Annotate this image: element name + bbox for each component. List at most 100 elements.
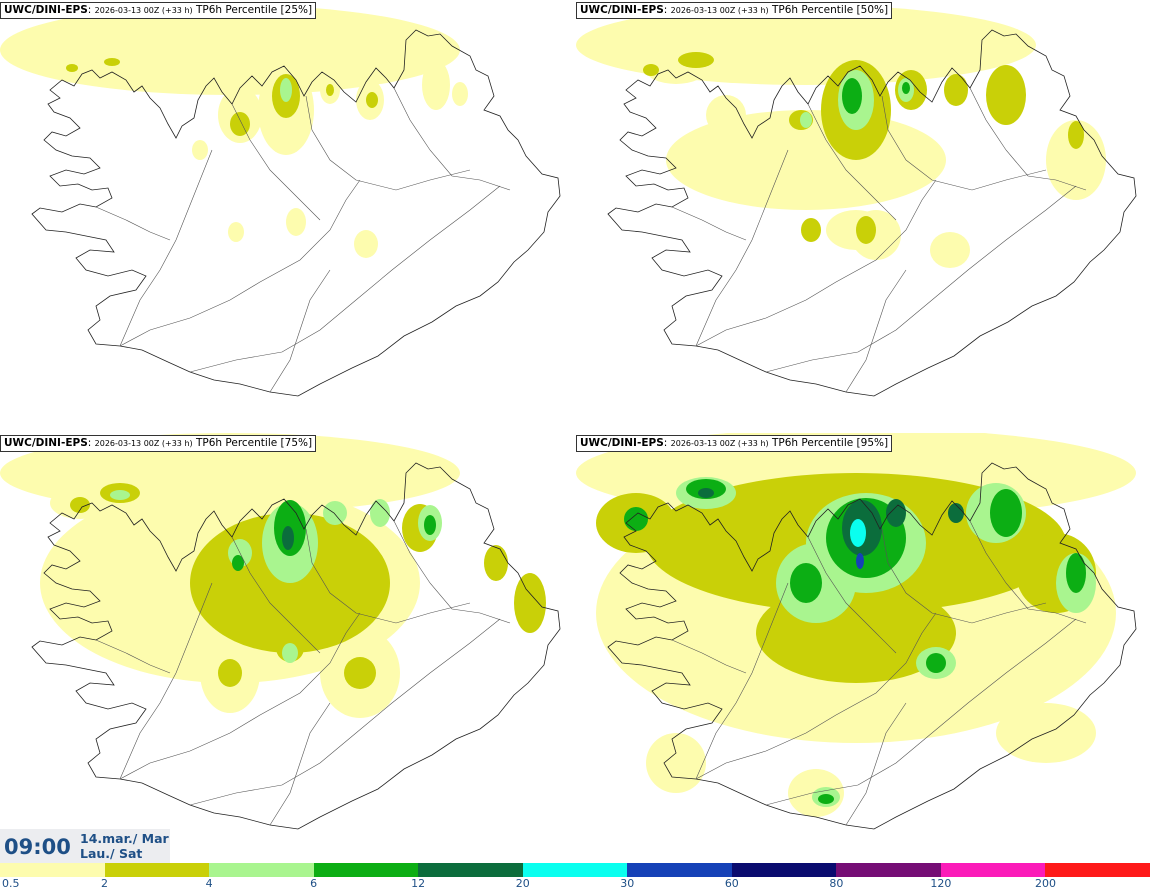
precip-contour [370,499,390,527]
colorbar-segment [104,863,210,877]
road-line [269,702,331,826]
precip-map-p95 [576,433,1137,830]
road-line [845,269,907,393]
colorbar-tick-label: 60 [724,877,739,890]
road-line [231,536,321,654]
colorbar-tick-label: 120 [930,877,952,890]
road-line [807,536,897,654]
colorbar-tick-label: 200 [1034,877,1056,890]
precip-contour [280,78,292,102]
precip-contour [104,58,120,66]
precip-contour [286,208,306,236]
precip-contour [1068,121,1084,149]
coastline [607,462,1137,830]
valid-time: 09:00 [4,835,71,859]
colorbar-labels: 0.5 2 4 6 12 20 30 60 80 120 200 [0,877,1150,891]
precip-contour [926,653,946,673]
precip-contour [1046,120,1106,200]
road-line [189,185,501,373]
road-line [231,103,321,221]
road-line [189,618,501,806]
road-line [695,612,937,780]
precip-contour [230,112,250,136]
precip-contour [282,643,298,663]
coastline [31,462,561,830]
precip-contour [354,230,378,258]
precip-contour [422,60,450,110]
road-line [881,528,1047,624]
precip-contour [282,526,294,550]
coastline [31,29,561,397]
precip-map-p50 [576,5,1137,397]
panel-title: UWC/DINI-EPS: 2026-03-13 00Z (+33 h) TP6… [576,2,893,19]
precip-contour [646,733,706,793]
panel-title: UWC/DINI-EPS: 2026-03-13 00Z (+33 h) TP6… [576,435,893,452]
colorbar-segment [0,863,105,877]
precip-contour [902,82,910,94]
precip-map-p25 [0,5,561,397]
precip-contour [0,5,460,95]
precip-field [576,433,1136,817]
colorbar-segment [313,863,419,877]
colorbar-tick-label: 20 [515,877,530,890]
colorbar [0,863,1150,877]
precip-contour [698,488,714,498]
precip-contour [842,78,862,114]
road-line [765,618,1077,806]
precip-contour [790,563,822,603]
colorbar-tick-label: 6 [310,877,318,890]
road-line [695,582,789,780]
precip-contour [930,232,970,268]
road-line [765,185,1077,373]
colorbar-segment [522,863,628,877]
road-line [393,520,511,624]
precip-contour [424,515,436,535]
precip-contour [110,490,130,500]
precip-contour [643,64,659,76]
map-panel-p75: UWC/DINI-EPS: 2026-03-13 00Z (+33 h) TP6… [0,433,573,861]
precip-contour [850,519,866,547]
precip-contour [990,489,1022,537]
road-line [393,87,511,191]
road-line [305,95,471,191]
valid-date: 14.mar./ Mar Lau./ Sat [80,831,169,861]
colorbar-segment [418,863,523,877]
precip-contour [326,84,334,96]
precip-contour [801,218,821,242]
precip-field [0,5,468,258]
colorbar-segment [627,863,732,877]
panel-title: UWC/DINI-EPS: 2026-03-13 00Z (+33 h) TP6… [0,435,317,452]
precip-contour [624,507,648,531]
precip-field [0,433,546,718]
road-line [119,582,213,780]
road-line [671,639,747,674]
coastline [607,29,1137,397]
precip-field [576,5,1106,268]
colorbar-tick-label: 2 [101,877,109,890]
precip-contour [70,497,90,513]
colorbar-tick-label: 80 [829,877,844,890]
road-line [119,149,213,347]
precip-contour [366,92,378,108]
road-line [119,612,361,780]
colorbar-tick-label: 12 [411,877,426,890]
precip-contour [886,499,906,527]
precip-contour [218,659,242,687]
panel-title: UWC/DINI-EPS: 2026-03-13 00Z (+33 h) TP6… [0,2,317,19]
road-line [269,269,331,393]
precip-contour [818,794,834,804]
road-line [807,103,897,221]
precip-contour [228,222,244,242]
precip-contour [800,112,812,128]
colorbar-tick-label: 30 [620,877,635,890]
map-panel-p95: UWC/DINI-EPS: 2026-03-13 00Z (+33 h) TP6… [576,433,1149,861]
precip-map-p75 [0,433,561,830]
road-line [305,528,471,624]
map-panel-p25: UWC/DINI-EPS: 2026-03-13 00Z (+33 h) TP6… [0,0,573,428]
precip-contour [944,74,968,106]
road-line [119,179,361,347]
precip-contour [1066,553,1086,593]
precip-contour [856,216,876,244]
road-line [969,520,1087,624]
precip-contour [452,82,468,106]
